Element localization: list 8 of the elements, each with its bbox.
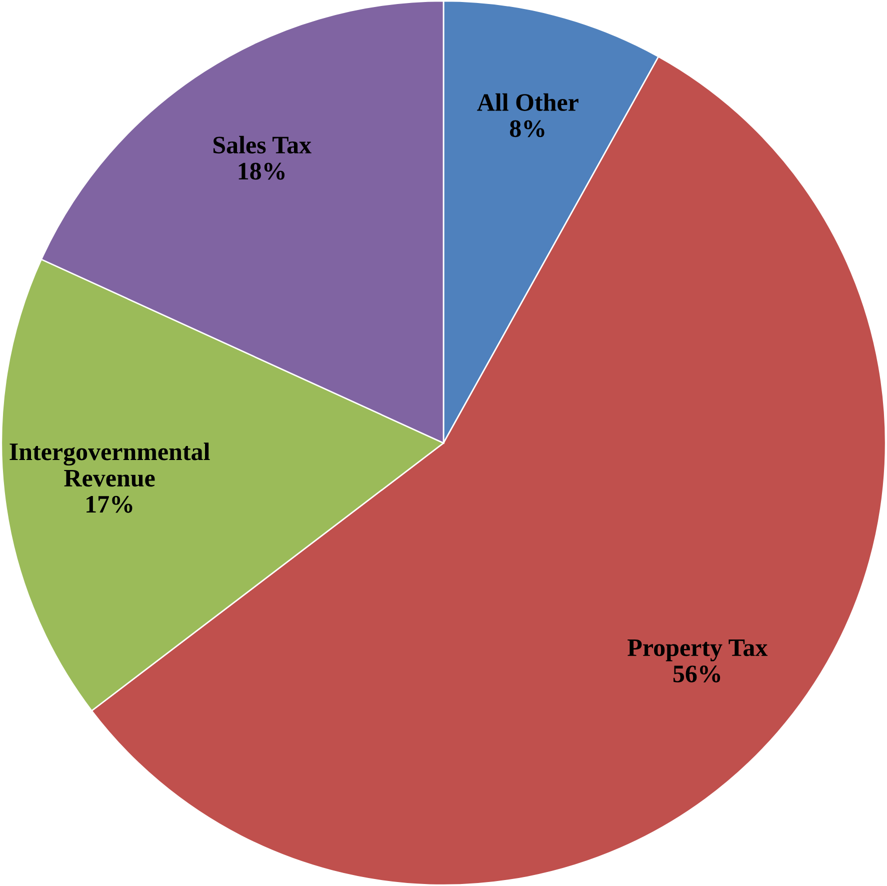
data-label: 56% — [673, 665, 720, 682]
slice-label: Intergovernmental Revenue — [10, 442, 210, 487]
data-label: 8% — [510, 120, 544, 138]
slice-label: Property Tax — [628, 640, 768, 662]
slice-label: Sales Tax — [213, 136, 312, 154]
slice-label: All Other — [477, 93, 578, 111]
data-label: 18% — [238, 162, 284, 180]
data-label: 17% — [86, 496, 132, 513]
